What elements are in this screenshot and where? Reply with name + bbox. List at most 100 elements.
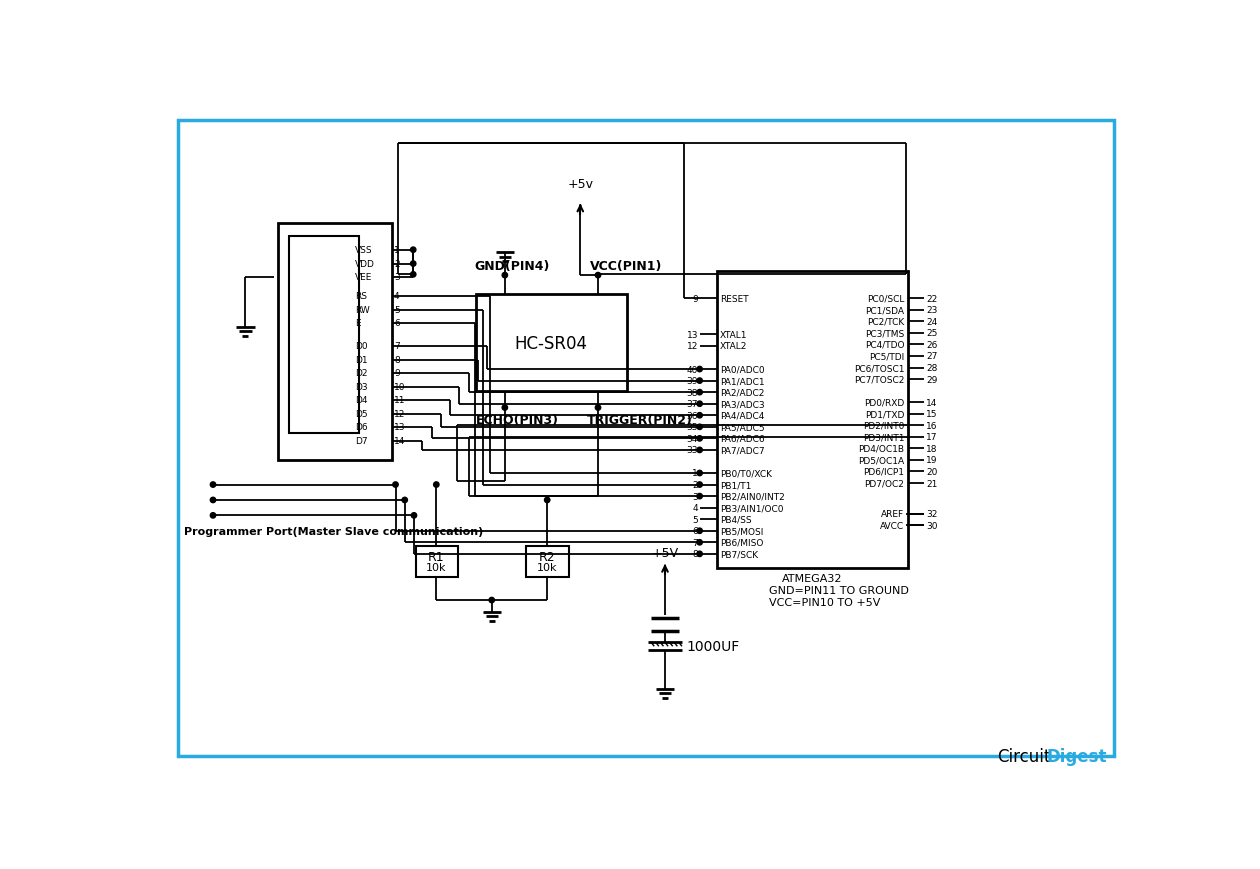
Text: VDD: VDD <box>355 260 374 269</box>
Text: HC-SR04: HC-SR04 <box>514 335 587 353</box>
Circle shape <box>697 448 702 453</box>
Text: 2: 2 <box>693 481 698 489</box>
Text: 36: 36 <box>687 411 698 421</box>
Text: R1: R1 <box>428 551 445 564</box>
Text: PB1/T1: PB1/T1 <box>719 481 751 489</box>
Text: PC4/TDO: PC4/TDO <box>864 341 905 349</box>
Text: PD4/OC1B: PD4/OC1B <box>858 444 905 454</box>
Circle shape <box>697 390 702 395</box>
Text: 7: 7 <box>692 538 698 547</box>
Text: 2: 2 <box>394 260 399 269</box>
Text: VCC(PIN1): VCC(PIN1) <box>590 259 663 272</box>
Text: PB5/MOSI: PB5/MOSI <box>719 527 764 535</box>
Text: 22: 22 <box>926 295 937 303</box>
Text: D5: D5 <box>355 410 368 419</box>
Text: 40: 40 <box>687 365 698 375</box>
Text: PB6/MISO: PB6/MISO <box>719 538 764 547</box>
Text: ECHO(PIN3): ECHO(PIN3) <box>475 414 558 427</box>
Bar <box>527 547 568 577</box>
Text: 17: 17 <box>926 433 937 441</box>
Text: PD3/INT1: PD3/INT1 <box>863 433 905 441</box>
Text: 7: 7 <box>394 342 399 351</box>
Circle shape <box>697 401 702 407</box>
Text: PA6/ADC6: PA6/ADC6 <box>719 434 765 443</box>
Text: GND(PIN4): GND(PIN4) <box>474 259 549 272</box>
Circle shape <box>595 273 601 278</box>
Text: D6: D6 <box>355 423 368 432</box>
Text: VEE: VEE <box>355 273 372 282</box>
Text: D7: D7 <box>355 436 368 446</box>
Text: 14: 14 <box>926 398 937 408</box>
Text: PC6/TOSC1: PC6/TOSC1 <box>854 363 905 373</box>
Text: 32: 32 <box>926 510 937 519</box>
Text: PC3/TMS: PC3/TMS <box>866 329 905 338</box>
Text: 4: 4 <box>394 292 399 301</box>
Circle shape <box>697 425 702 430</box>
Text: 1: 1 <box>394 246 399 255</box>
Circle shape <box>210 498 215 503</box>
Text: PD6/ICP1: PD6/ICP1 <box>863 468 905 476</box>
Text: 13: 13 <box>394 423 406 432</box>
Text: PD1/TXD: PD1/TXD <box>866 410 905 419</box>
Text: R2: R2 <box>539 551 556 564</box>
Text: +5V: +5V <box>651 547 679 559</box>
Text: RW: RW <box>355 306 369 315</box>
Text: 16: 16 <box>926 421 937 430</box>
Text: Programmer Port(Master Slave communication): Programmer Port(Master Slave communicati… <box>184 526 483 536</box>
Text: D3: D3 <box>355 383 368 392</box>
Text: PB4/SS: PB4/SS <box>719 515 751 524</box>
Text: RESET: RESET <box>719 295 748 303</box>
Bar <box>717 272 907 568</box>
Text: E: E <box>355 319 360 328</box>
Text: 5: 5 <box>394 306 399 315</box>
Circle shape <box>411 513 417 519</box>
Text: 14: 14 <box>394 436 406 446</box>
Text: XTAL1: XTAL1 <box>719 330 747 340</box>
Text: 29: 29 <box>926 375 937 384</box>
Text: Circuit: Circuit <box>997 747 1051 766</box>
Text: 3: 3 <box>394 273 399 282</box>
Text: PA7/ADC7: PA7/ADC7 <box>719 446 765 454</box>
Circle shape <box>544 498 549 503</box>
Text: GND=PIN11 TO GROUND: GND=PIN11 TO GROUND <box>769 586 908 595</box>
Text: D0: D0 <box>355 342 368 351</box>
Text: +5v: +5v <box>567 177 593 190</box>
Text: PB3/AIN1/OC0: PB3/AIN1/OC0 <box>719 503 784 513</box>
Text: 6: 6 <box>394 319 399 328</box>
Text: 33: 33 <box>687 446 698 454</box>
Text: PC0/SCL: PC0/SCL <box>867 295 905 303</box>
Bar <box>290 236 359 434</box>
Bar <box>277 223 392 461</box>
Circle shape <box>697 482 702 488</box>
Bar <box>476 295 626 391</box>
Text: AVCC: AVCC <box>881 521 905 530</box>
Text: PB0/T0/XCK: PB0/T0/XCK <box>719 469 771 478</box>
Circle shape <box>503 405 508 411</box>
Text: 6: 6 <box>692 527 698 535</box>
Circle shape <box>210 482 215 488</box>
Text: 18: 18 <box>926 444 937 454</box>
Text: PB2/AIN0/INT2: PB2/AIN0/INT2 <box>719 492 785 501</box>
Text: 9: 9 <box>394 369 399 378</box>
Circle shape <box>433 482 438 488</box>
Text: AREF: AREF <box>881 510 905 519</box>
Circle shape <box>697 528 702 534</box>
Text: PA0/ADC0: PA0/ADC0 <box>719 365 765 375</box>
Text: 34: 34 <box>687 434 698 443</box>
Text: 10: 10 <box>394 383 406 392</box>
Text: 39: 39 <box>687 376 698 386</box>
Text: PC5/TDI: PC5/TDI <box>869 352 905 361</box>
Text: 10k: 10k <box>426 562 446 573</box>
Text: 27: 27 <box>926 352 937 361</box>
Text: Digest: Digest <box>1046 747 1106 766</box>
Text: PA3/ADC3: PA3/ADC3 <box>719 400 765 408</box>
Text: VSS: VSS <box>355 246 372 255</box>
Text: 12: 12 <box>394 410 406 419</box>
Text: PA5/ADC5: PA5/ADC5 <box>719 423 765 432</box>
Circle shape <box>595 405 601 411</box>
Text: RS: RS <box>355 292 367 301</box>
Text: 20: 20 <box>926 468 937 476</box>
Text: PC7/TOSC2: PC7/TOSC2 <box>854 375 905 384</box>
Text: PA4/ADC4: PA4/ADC4 <box>719 411 764 421</box>
Circle shape <box>411 262 416 267</box>
